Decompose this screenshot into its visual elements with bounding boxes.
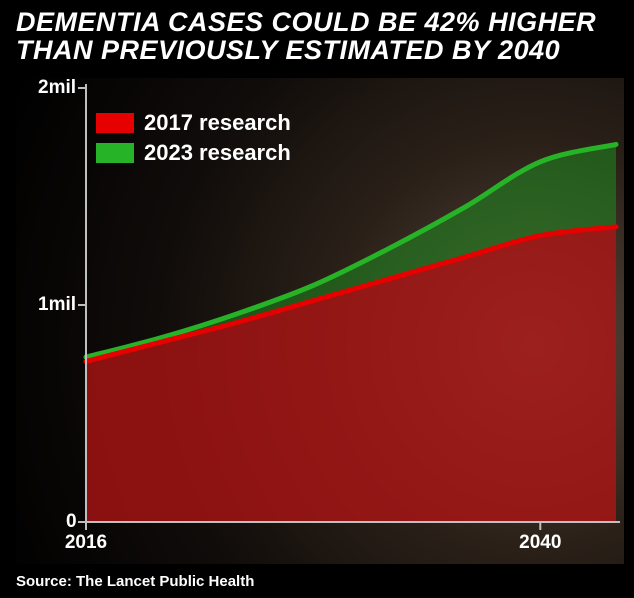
legend-swatch: [96, 143, 134, 163]
x-tick-label: 2016: [65, 532, 107, 554]
y-tick-label: 0: [66, 511, 77, 533]
legend-label: 2023 research: [144, 140, 291, 166]
y-tick-label: 2mil: [38, 77, 76, 99]
legend-item: 2023 research: [96, 140, 291, 166]
legend-swatch: [96, 113, 134, 133]
title-line-1: DEMENTIA CASES COULD BE 42% HIGHER: [16, 7, 596, 37]
x-tick-label: 2040: [519, 532, 561, 554]
legend-item: 2017 research: [96, 110, 291, 136]
legend-label: 2017 research: [144, 110, 291, 136]
title-line-2: THAN PREVIOUSLY ESTIMATED BY 2040: [16, 35, 560, 65]
infographic-card: DEMENTIA CASES COULD BE 42% HIGHER THAN …: [0, 0, 634, 598]
source-attribution: Source: The Lancet Public Health: [16, 573, 254, 590]
chart-legend: 2017 research 2023 research: [96, 110, 291, 170]
headline-title: DEMENTIA CASES COULD BE 42% HIGHER THAN …: [0, 0, 634, 71]
y-tick-label: 1mil: [38, 294, 76, 316]
